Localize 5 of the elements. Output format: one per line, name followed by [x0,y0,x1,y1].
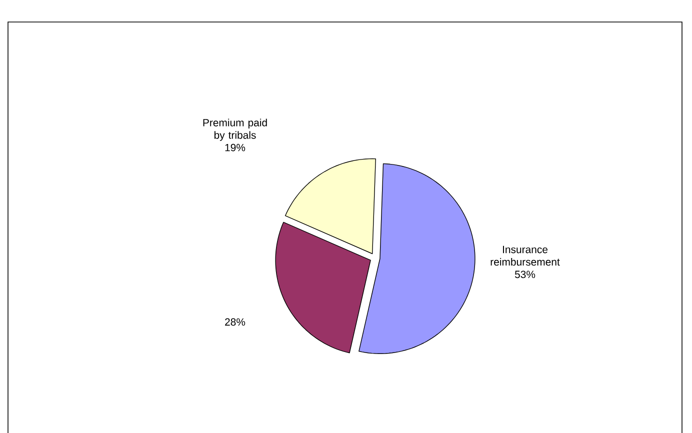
data-label: 19% [225,144,246,152]
slice-label: Insurance reimbursement [490,246,560,266]
slice-label: Premium paid by tribals [203,118,267,141]
data-label: 28% [225,318,246,326]
data-label: 53% [514,270,536,278]
